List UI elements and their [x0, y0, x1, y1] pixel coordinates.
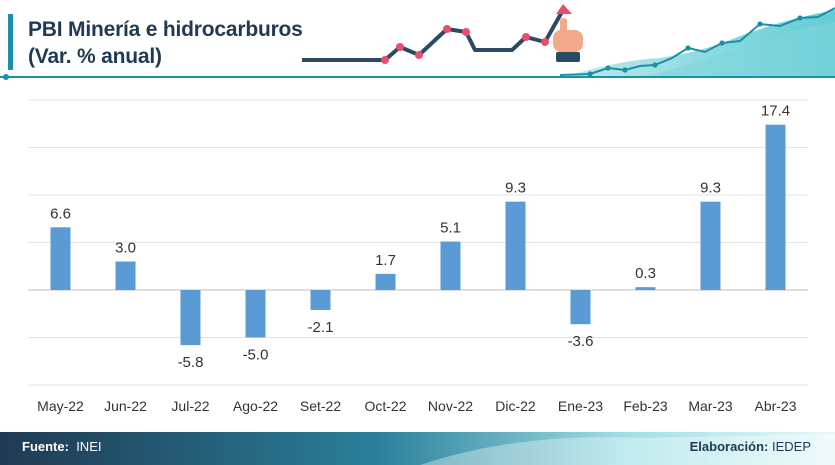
bar-set-22: [310, 290, 331, 310]
rising-line-decoration: [302, 4, 572, 64]
value-label: 6.6: [50, 205, 71, 222]
bar-ene-23: [570, 290, 591, 325]
category-label: Oct-22: [364, 398, 406, 414]
category-label: Nov-22: [428, 398, 473, 414]
category-label: Ene-23: [558, 398, 603, 414]
value-label: -3.6: [568, 333, 594, 350]
category-label: Abr-23: [754, 398, 796, 414]
category-label: May-22: [37, 398, 84, 414]
bar-mar-23: [700, 201, 721, 290]
area-wave-decoration: [559, 7, 835, 78]
category-label: Feb-23: [623, 398, 668, 414]
category-label: Mar-23: [688, 398, 733, 414]
pointing-hand-icon: [553, 18, 583, 62]
bar-abr-23: [765, 124, 786, 290]
bar-dic-22: [505, 201, 526, 290]
value-label: 5.1: [440, 220, 461, 237]
chart-header: PBI Minería e hidrocarburos (Var. % anua…: [0, 0, 835, 80]
credit-value: IEDEP: [771, 439, 811, 454]
bar-oct-22: [375, 273, 396, 290]
source-label: Fuente:: [22, 439, 69, 454]
value-label: -2.1: [308, 319, 334, 336]
bar-chart: 6.6 3.0 -5.8 -5.0 -2.1 1.7 5.1 9.3 -3.6 0.3 9.3 17.…: [28, 99, 808, 414]
category-label: Dic-22: [495, 398, 536, 414]
chart-subtitle: (Var. % anual): [28, 45, 162, 68]
bar-nov-22: [440, 241, 461, 290]
source-value: INEI: [76, 439, 102, 454]
footer-background: [0, 432, 835, 465]
bars: [50, 124, 786, 346]
value-label: 9.3: [505, 180, 526, 197]
header-decoration: [0, 4, 835, 80]
title-accent-bar: [8, 14, 13, 70]
category-label: Jul-22: [171, 398, 209, 414]
footer: Fuente: INEI Elaboración: IEDEP: [0, 432, 835, 465]
chart-title: PBI Minería e hidrocarburos: [28, 18, 303, 41]
value-labels: 6.6 3.0 -5.8 -5.0 -2.1 1.7 5.1 9.3 -3.6 0.3 9.3 17.…: [50, 103, 790, 371]
category-label: Ago-22: [233, 398, 278, 414]
source-note: Fuente: INEI: [22, 439, 101, 454]
category-labels: May-22 Jun-22 Jul-22 Ago-22 Set-22 Oct-22 Nov-…: [37, 398, 797, 414]
bar-feb-23: [635, 287, 656, 290]
category-label: Jun-22: [104, 398, 147, 414]
value-label: 0.3: [635, 265, 656, 282]
category-label: Set-22: [300, 398, 341, 414]
grid-lines: [28, 99, 808, 386]
value-label: 1.7: [375, 252, 396, 269]
bar-may-22: [50, 227, 71, 290]
value-label: 3.0: [115, 240, 136, 257]
credit-label: Elaboración:: [689, 439, 769, 454]
value-label: 9.3: [700, 180, 721, 197]
value-label: -5.0: [243, 347, 269, 364]
value-label: 17.4: [761, 103, 790, 120]
bar-jun-22: [115, 261, 136, 290]
credit-note: Elaboración: IEDEP: [690, 439, 811, 454]
bar-ago-22: [245, 290, 266, 338]
bar-jul-22: [180, 290, 201, 346]
value-label: -5.8: [178, 354, 204, 371]
